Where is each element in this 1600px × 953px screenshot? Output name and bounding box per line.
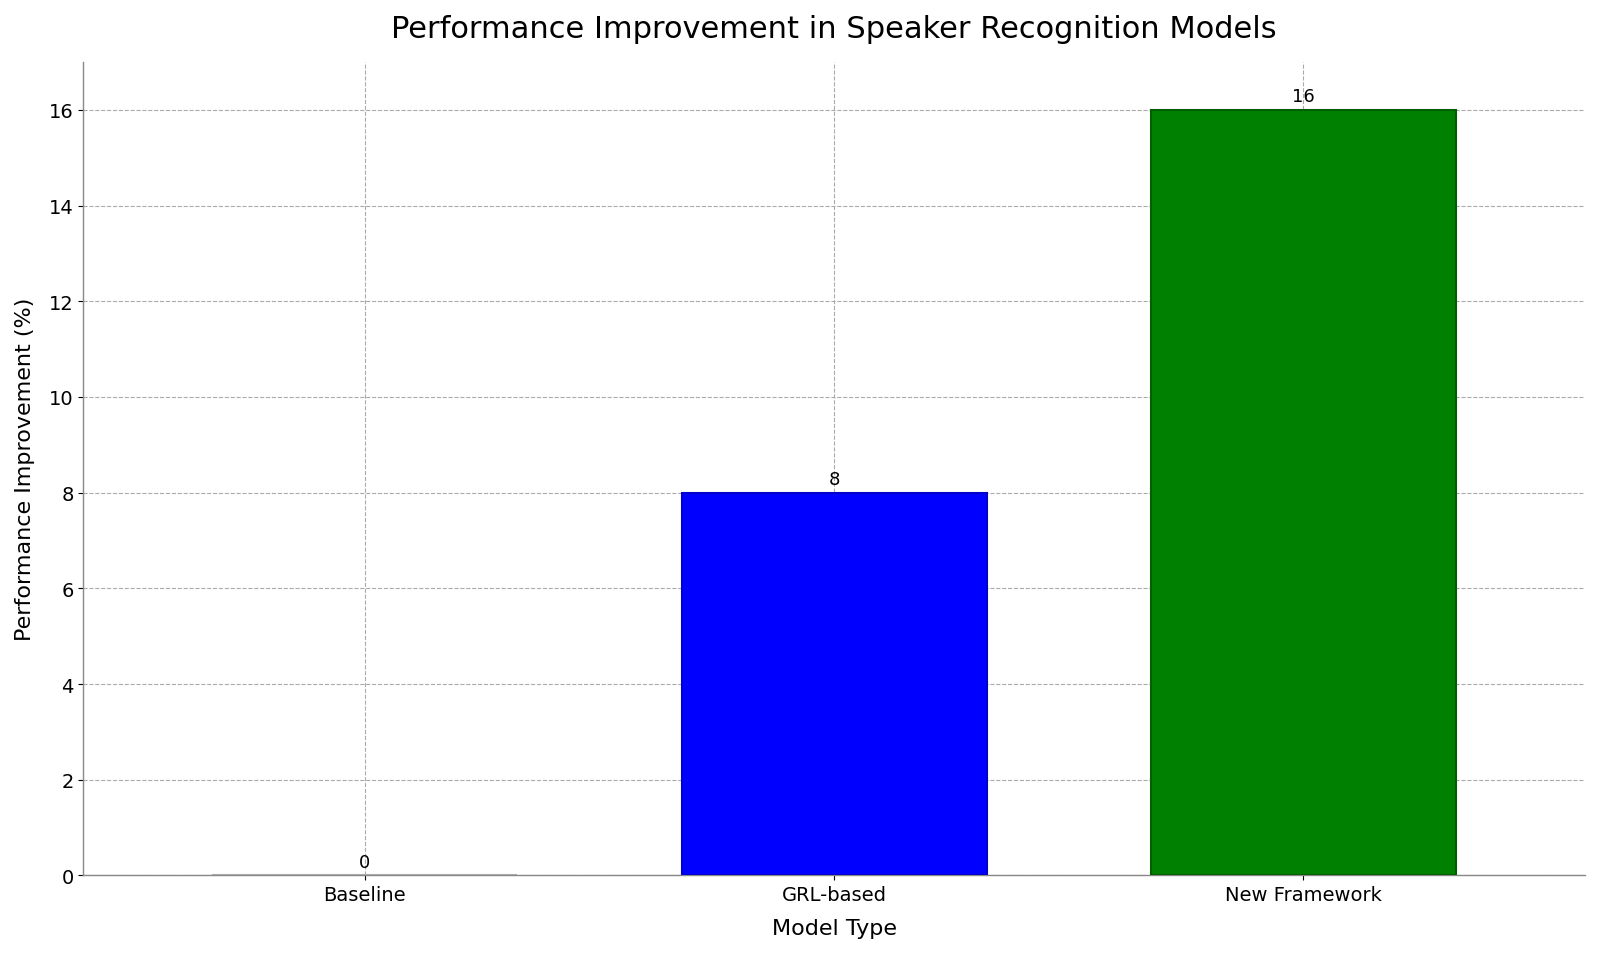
Title: Performance Improvement in Speaker Recognition Models: Performance Improvement in Speaker Recog… bbox=[392, 15, 1277, 44]
Text: 0: 0 bbox=[360, 853, 371, 871]
Text: 8: 8 bbox=[829, 471, 840, 488]
Bar bbox=[682, 493, 987, 876]
Y-axis label: Performance Improvement (%): Performance Improvement (%) bbox=[14, 297, 35, 640]
X-axis label: Model Type: Model Type bbox=[771, 918, 896, 938]
Text: 16: 16 bbox=[1293, 88, 1315, 106]
Bar bbox=[1150, 111, 1456, 876]
